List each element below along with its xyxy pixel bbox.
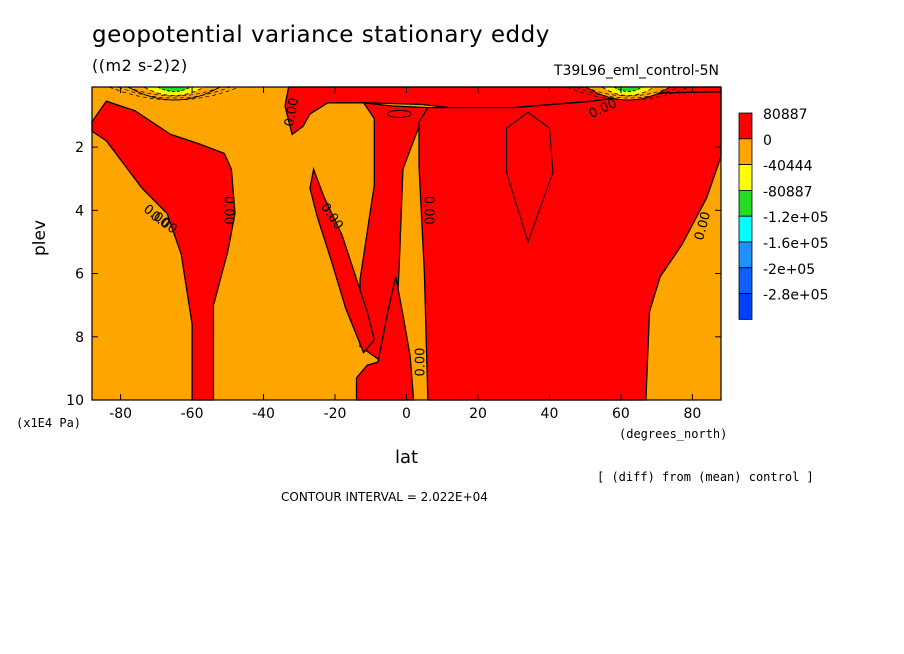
- dashed-contour-1-1: [584, 86, 672, 97]
- dashed-contour-1-3: [566, 86, 690, 101]
- contour-interval-label: CONTOUR INTERVAL = 2.022E+04: [281, 490, 488, 504]
- legend-swatch: [738, 189, 753, 217]
- plot-layer: 0.00 0.000.000.00 0.000.000.000.000.00: [91, 86, 722, 401]
- legend-label: -2e+05: [763, 262, 815, 278]
- chart-units: ((m2 s-2)2): [92, 56, 188, 75]
- axis-layer: -80 -60 -40 -20 0 20 40 60 80 2 4 6 8 10: [66, 86, 722, 422]
- legend-swatch: [738, 241, 753, 269]
- x-tick-label: 20: [469, 406, 487, 422]
- region-red-band-west: [91, 100, 236, 401]
- y-tick-label: 10: [66, 393, 84, 409]
- region-red-tongue: [309, 166, 376, 354]
- region-red-lens: [386, 109, 412, 118]
- y-axis-units: (x1E4 Pa): [16, 416, 82, 430]
- dashed-contour-0-3: [109, 86, 240, 101]
- y-tick-label: 2: [75, 140, 84, 156]
- x-tick-label: -40: [252, 406, 275, 422]
- legend-swatch: [738, 215, 753, 243]
- negative-lobe-green-0: [157, 86, 191, 92]
- y-tick-label: 8: [75, 330, 84, 346]
- diff-note: [ (diff) from (mean) control ]: [597, 470, 814, 484]
- contour-label-2: 0.00: [282, 97, 302, 128]
- y-tick-label: 4: [75, 203, 84, 219]
- x-tick-label: -20: [324, 406, 347, 422]
- legend-label: -2.8e+05: [763, 288, 828, 304]
- region-red-base: [355, 276, 415, 401]
- colorbar-legend: 80887 0 -40444 -80887 -1.2e+05 -1.6e+05 -2e+05…: [738, 107, 828, 320]
- x-tick-label: 80: [683, 406, 701, 422]
- contour-label-4: 0.00: [420, 196, 435, 225]
- legend-swatch: [738, 164, 753, 191]
- legend-swatch: [738, 112, 753, 140]
- dashed-contour-0-2: [118, 86, 231, 99]
- legend-label: 80887: [763, 107, 808, 123]
- legend-swatch: [738, 293, 753, 320]
- contour-label-7: 0.00: [692, 210, 714, 242]
- x-tick-label: 0: [402, 406, 411, 422]
- contour-label-5: 0.00: [413, 348, 428, 377]
- legend-swatch: [738, 267, 753, 294]
- contour-closed-loop: [506, 111, 554, 244]
- run-label: T39L96_eml_control-5N: [553, 63, 719, 79]
- legend-label: 0: [763, 133, 772, 149]
- x-tick-label: -80: [109, 406, 132, 422]
- x-axis-label: lat: [395, 447, 419, 468]
- legend-label: -1.6e+05: [763, 236, 828, 252]
- dashed-contour-0-1: [127, 86, 222, 97]
- legend-label: -40444: [763, 159, 813, 175]
- legend-label: -1.2e+05: [763, 210, 828, 226]
- x-tick-label: 40: [541, 406, 559, 422]
- legend-label: -80887: [763, 184, 813, 200]
- x-tick-label: 60: [612, 406, 630, 422]
- legend-swatch: [738, 138, 753, 166]
- x-tick-label: -60: [181, 406, 204, 422]
- chart-title: geopotential variance stationary eddy: [92, 22, 550, 48]
- contour-label-1: 0.00: [220, 196, 235, 225]
- x-axis-units: (degrees_north): [619, 427, 728, 441]
- y-tick-label: 6: [75, 267, 84, 283]
